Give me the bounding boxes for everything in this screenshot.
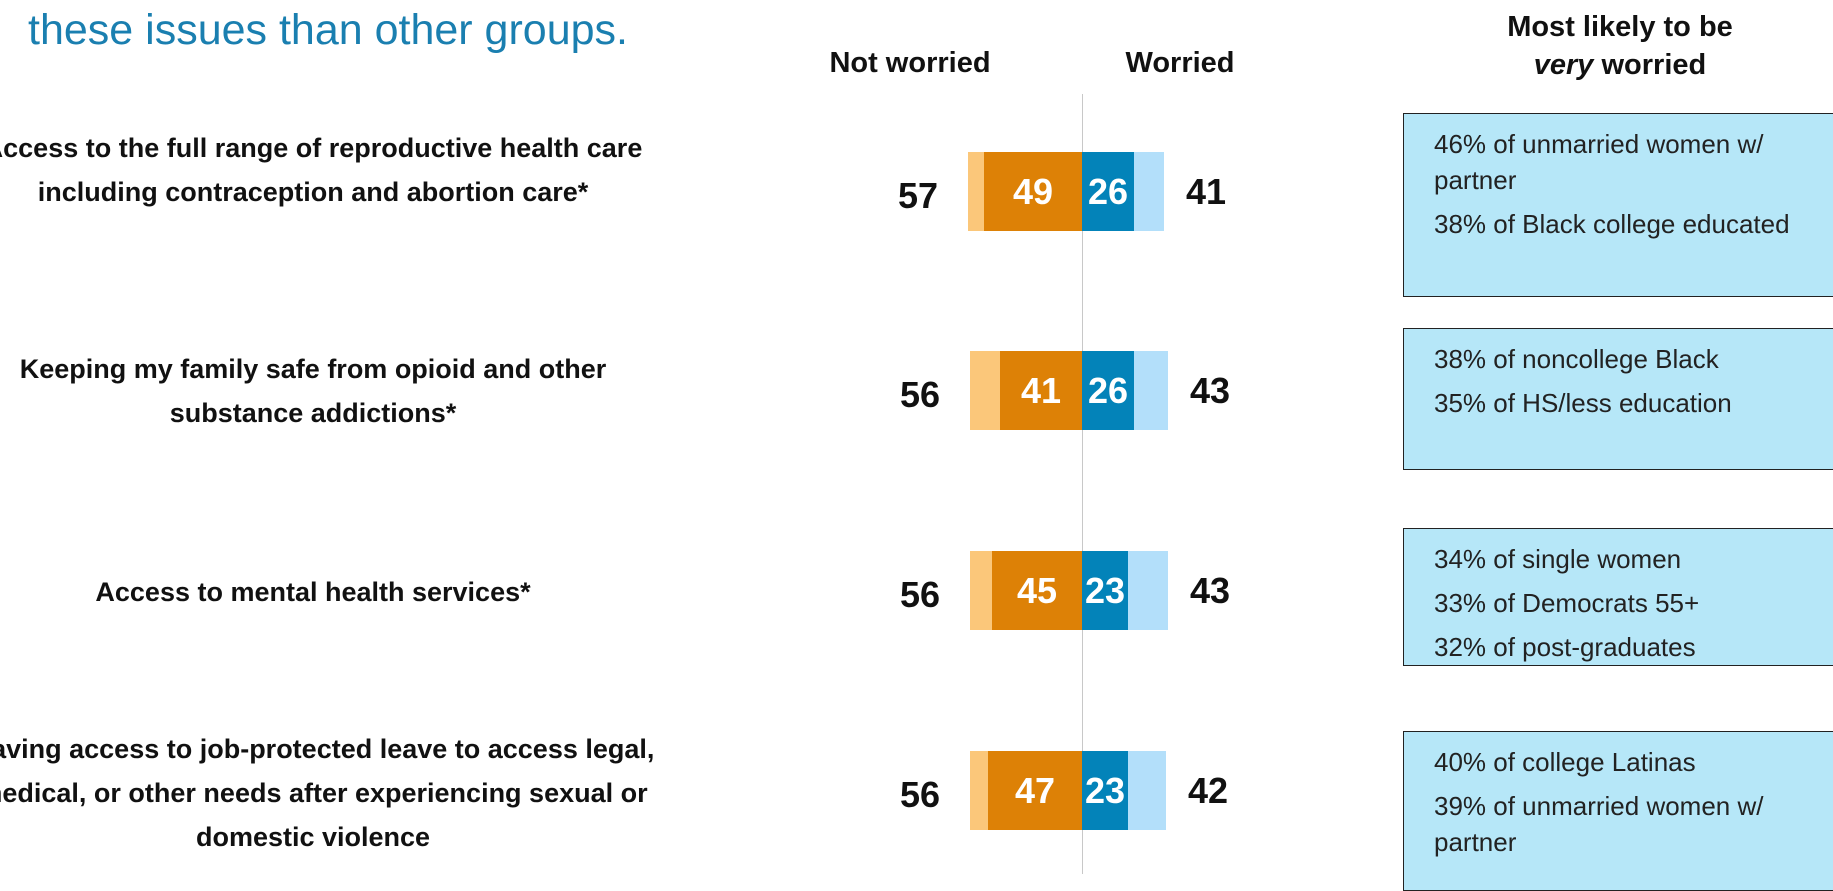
data-label-not-worried-total-job-protected-leave: 56: [900, 774, 940, 815]
data-label-worried-strong-mental-health: 23: [1085, 570, 1125, 611]
data-label-worried-total-job-protected-leave: 42: [1188, 770, 1228, 811]
data-label-not-worried-strong-job-protected-leave: 47: [1015, 770, 1055, 811]
header-very-worried: Most likely to be very worried: [1450, 8, 1790, 84]
bar-not-worried-strong-reproductive-care: [984, 152, 1082, 231]
headline: these issues than other groups.: [28, 6, 628, 54]
data-label-not-worried-total-opioid-safety: 56: [900, 374, 940, 415]
row-label-opioid-safety: Keeping my family safe from opioid and o…: [19, 354, 607, 428]
data-label-worried-total-mental-health: 43: [1190, 570, 1230, 611]
data-label-worried-total-opioid-safety: 43: [1190, 370, 1230, 411]
center-divider-line: [1082, 94, 1083, 874]
data-label-not-worried-strong-reproductive-care: 49: [1013, 171, 1053, 212]
header-not-worried: Not worried: [829, 47, 991, 79]
row-label-job-protected-leave: Having access to job-protected leave to …: [0, 734, 655, 852]
header-worried: Worried: [1125, 47, 1235, 79]
data-label-not-worried-strong-mental-health: 45: [1017, 570, 1057, 611]
data-label-worried-total-reproductive-care: 41: [1186, 171, 1226, 212]
data-label-not-worried-total-reproductive-care: 57: [898, 175, 938, 216]
bar-worried-strong-job-protected-leave: [1082, 751, 1128, 830]
data-label-worried-strong-reproductive-care: 26: [1088, 171, 1128, 212]
data-label-not-worried-strong-opioid-safety: 41: [1021, 370, 1061, 411]
data-label-worried-strong-opioid-safety: 26: [1088, 370, 1128, 411]
row-label-mental-health: Access to mental health services*: [95, 577, 531, 607]
header-very-worried-line1: Most likely to be: [1507, 11, 1733, 43]
bar-worried-strong-mental-health: [1082, 551, 1128, 630]
callout-text: 33% of Democrats 55+: [1434, 588, 1700, 618]
callout-text: 46% of unmarried women w/ partner: [1434, 129, 1764, 195]
callout-box-opioid-safety: 38% of noncollege Black 35% of HS/less e…: [1403, 328, 1833, 470]
data-label-worried-strong-job-protected-leave: 23: [1085, 770, 1125, 811]
callout-text: 38% of noncollege Black: [1434, 344, 1719, 374]
header-very-worried-emphasis: very: [1533, 49, 1594, 81]
bar-not-worried-strong-job-protected-leave: [988, 751, 1082, 830]
row-label-reproductive-care: Access to the full range of reproductive…: [0, 133, 643, 207]
callout-text: 34% of single women: [1434, 544, 1682, 574]
bar-worried-strong-reproductive-care: [1082, 152, 1134, 231]
callout-text: 40% of college Latinas: [1434, 747, 1696, 777]
bar-worried-strong-opioid-safety: [1082, 351, 1134, 430]
bar-not-worried-strong-opioid-safety: [1000, 351, 1082, 430]
callout-box-mental-health: 34% of single women 33% of Democrats 55+…: [1403, 528, 1833, 666]
header-very-worried-line2: worried: [1593, 49, 1707, 81]
callout-text: 39% of unmarried women w/ partner: [1434, 791, 1764, 857]
callout-box-job-protected-leave: 40% of college Latinas 39% of unmarried …: [1403, 731, 1833, 891]
callout-text: 35% of HS/less education: [1434, 388, 1732, 418]
callout-text: 38% of Black college educated: [1434, 209, 1790, 239]
bar-not-worried-strong-mental-health: [992, 551, 1082, 630]
data-label-not-worried-total-mental-health: 56: [900, 574, 940, 615]
callout-box-reproductive-care: 46% of unmarried women w/ partner 38% of…: [1403, 113, 1833, 297]
callout-text: 32% of post-graduates: [1434, 632, 1696, 662]
